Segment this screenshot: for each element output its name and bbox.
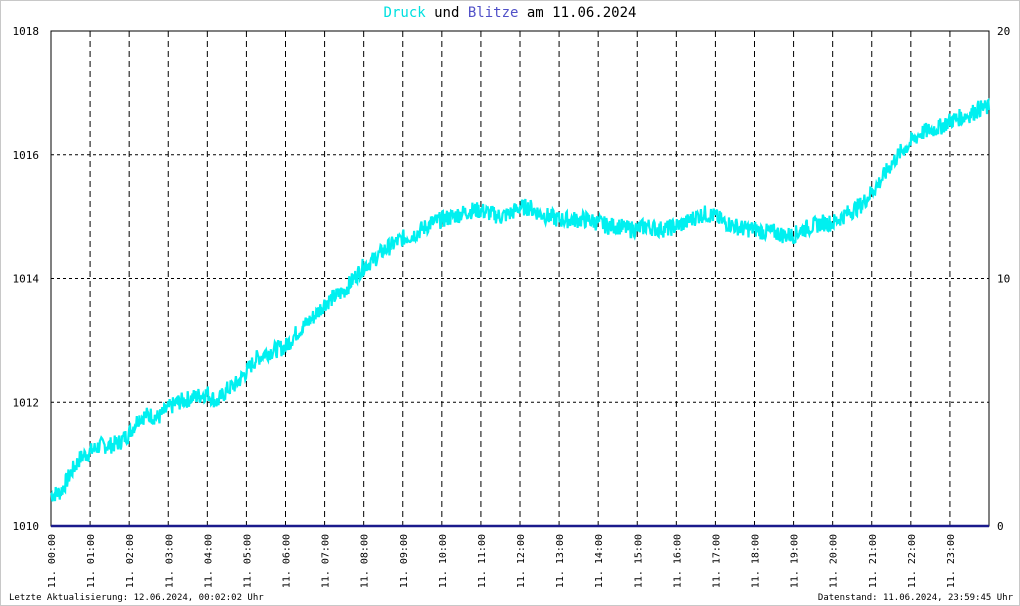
y-right-tick-label: 10 (997, 273, 1010, 286)
x-tick-label: 11. 19:00 (790, 534, 801, 588)
x-tick-label: 11. 04:00 (203, 534, 214, 588)
chart-svg: 1010 1012 1014 1016 1018 0 10 20 11. 00:00 11. 01… (13, 25, 1011, 588)
x-tick-label: 11. 05:00 (242, 534, 253, 588)
x-tick-label: 11. 23:00 (946, 534, 957, 588)
footer-data-status: Datenstand: 11.06.2024, 23:59:45 Uhr (817, 593, 1013, 603)
y-left-tick-label: 1012 (13, 396, 40, 409)
x-tick-label: 11. 02:00 (125, 534, 136, 588)
x-tick-label: 11. 10:00 (438, 534, 449, 588)
x-tick-label: 11. 20:00 (829, 534, 840, 588)
title-series-druck: Druck (383, 5, 426, 21)
x-tick-label: 11. 21:00 (868, 534, 879, 588)
y-right-tick-label: 20 (997, 25, 1010, 38)
x-tick-label: 11. 07:00 (321, 534, 332, 588)
x-tick-label: 11. 16:00 (672, 534, 683, 588)
x-tick-label: 11. 15:00 (633, 534, 644, 588)
x-tick-label: 11. 00:00 (47, 534, 58, 588)
title-connector: und (434, 5, 460, 21)
x-tick-label: 11. 03:00 (164, 534, 175, 588)
title-date-prefix: am (526, 5, 544, 21)
y-left-tick-label: 1018 (13, 25, 40, 38)
footer-last-update: Letzte Aktualisierung: 12.06.2024, 00:02… (9, 593, 264, 603)
title-series-blitze: Blitze (467, 5, 519, 21)
y-left-tick-label: 1016 (13, 149, 40, 162)
title-date: 11.06.2024 (552, 5, 637, 21)
x-tick-label: 11. 09:00 (399, 534, 410, 588)
x-tick-label: 11. 17:00 (711, 534, 722, 588)
x-tick-label: 11. 11:00 (477, 534, 488, 588)
x-tick-label: 11. 06:00 (282, 534, 293, 588)
x-tick-label: 11. 14:00 (594, 534, 605, 588)
x-tick-label: 11. 18:00 (751, 534, 762, 588)
x-tick-label: 11. 08:00 (360, 534, 371, 588)
y-left-tick-label: 1014 (13, 273, 40, 286)
x-tick-label: 11. 12:00 (516, 534, 527, 588)
y-left-tick-label: 1010 (13, 520, 40, 533)
x-tick-label: 11. 13:00 (555, 534, 566, 588)
chart-title: Druck und Blitze am 11.06.2024 (1, 5, 1019, 21)
y-right-tick-label: 0 (997, 520, 1004, 533)
series-druck-line (50, 97, 991, 502)
x-tick-label: 11. 22:00 (907, 534, 918, 588)
x-tick-label: 11. 01:00 (86, 534, 97, 588)
